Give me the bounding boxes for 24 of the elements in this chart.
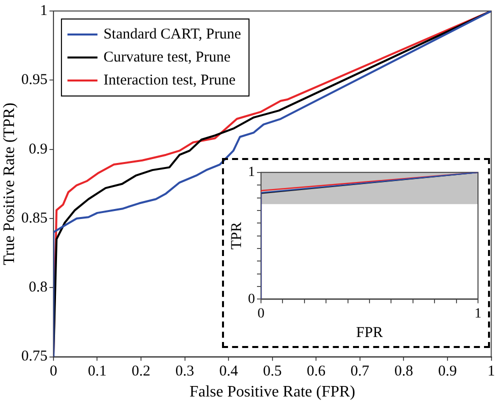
y-tick-label: 0.9 xyxy=(28,141,48,158)
x-tick-label: 0.2 xyxy=(132,364,150,380)
x-tick-label: 0.1 xyxy=(88,364,107,380)
y-axis-title: TPR xyxy=(228,222,245,250)
x-axis-title: False Positive Rate (FPR) xyxy=(189,384,356,401)
x-tick-label: 0.5 xyxy=(262,364,282,380)
x-tick-label: 0 xyxy=(50,364,58,380)
x-tick-label: 0.9 xyxy=(438,364,457,380)
x-tick-label: 1 xyxy=(488,364,495,380)
y-axis-title: True Positive Rate (TPR) xyxy=(0,102,18,266)
x-tick-label: 0.7 xyxy=(350,364,370,380)
y-tick-label: 0.95 xyxy=(21,72,48,88)
y-tick-label: 1 xyxy=(40,2,48,19)
x-tick-label: 0.3 xyxy=(175,364,194,380)
legend-label: Interaction test, Prune xyxy=(103,72,236,88)
x-tick-label: 0.4 xyxy=(219,364,238,380)
legend-label: Standard CART, Prune xyxy=(103,26,242,42)
x-tick-label: 0.8 xyxy=(394,364,414,380)
y-tick-label: 0.8 xyxy=(28,280,48,296)
legend-label: Curvature test, Prune xyxy=(103,49,231,66)
y-tick-label: 0.75 xyxy=(21,348,48,365)
x-tick-label: 0.6 xyxy=(306,364,326,380)
x-axis-title: FPR xyxy=(356,324,383,341)
y-tick-label: 0.85 xyxy=(21,210,48,226)
